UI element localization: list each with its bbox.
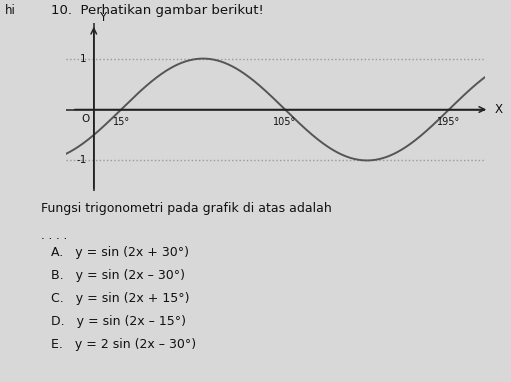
Text: E.   y = 2 sin (2x – 30°): E. y = 2 sin (2x – 30°) (51, 338, 196, 351)
Text: 1: 1 (80, 53, 86, 63)
Text: B.   y = sin (2x – 30°): B. y = sin (2x – 30°) (51, 269, 185, 282)
Text: 105°: 105° (273, 117, 297, 127)
Text: Fungsi trigonometri pada grafik di atas adalah: Fungsi trigonometri pada grafik di atas … (41, 202, 332, 215)
Text: hi: hi (5, 4, 16, 17)
Text: O: O (82, 113, 90, 124)
Text: 195°: 195° (437, 117, 460, 127)
Text: Y: Y (99, 11, 106, 24)
Text: X: X (495, 103, 502, 116)
Text: D.   y = sin (2x – 15°): D. y = sin (2x – 15°) (51, 315, 186, 328)
Text: -1: -1 (76, 155, 86, 165)
Text: A.   y = sin (2x + 30°): A. y = sin (2x + 30°) (51, 246, 189, 259)
Text: . . . .: . . . . (41, 229, 67, 242)
Text: C.   y = sin (2x + 15°): C. y = sin (2x + 15°) (51, 292, 190, 305)
Text: 15°: 15° (112, 117, 130, 127)
Text: 10.  Perhatikan gambar berikut!: 10. Perhatikan gambar berikut! (51, 4, 264, 17)
